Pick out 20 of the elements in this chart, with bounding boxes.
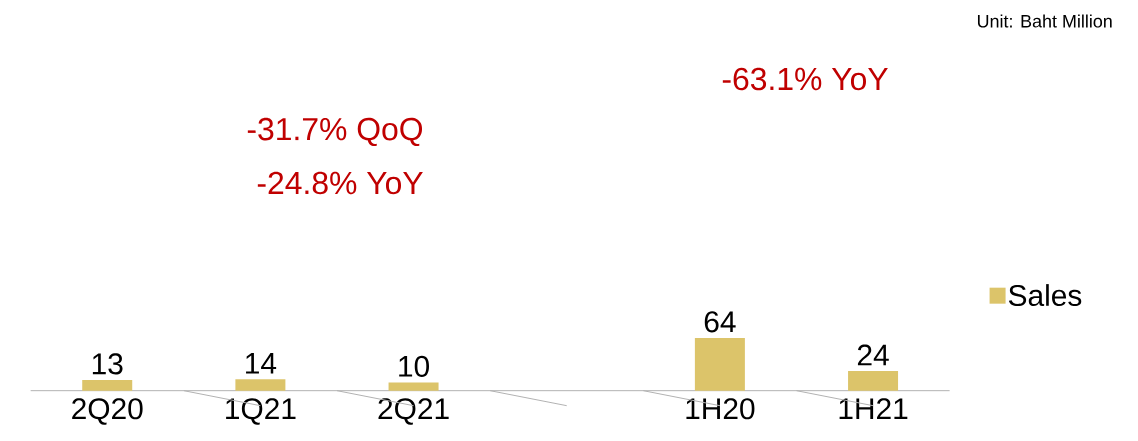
x-tick-label: 1Q21 [226,398,296,425]
text: Unit: Baht Million [977,14,1112,28]
data-label: 64 [704,311,736,333]
bar [388,382,439,391]
bar [82,379,133,391]
data-label: 14 [246,353,277,374]
data-label: 24 [857,344,889,366]
bar [235,379,286,391]
x-tick-label: 1H21 [839,398,908,420]
bar [848,370,899,391]
x-tick-label: 1H20 [686,398,755,420]
bar [694,337,745,391]
text: -31.7% QoQ [247,117,423,147]
data-label: 10 [399,355,430,377]
legend-label: Sales [1008,284,1082,307]
x-tick-label: 2Q21 [378,398,449,425]
data-label: 13 [92,353,123,375]
text: -63.1% YoY [722,67,888,91]
text: -24.8% YoY [257,171,423,195]
x-tick-label: 2Q20 [72,398,143,425]
